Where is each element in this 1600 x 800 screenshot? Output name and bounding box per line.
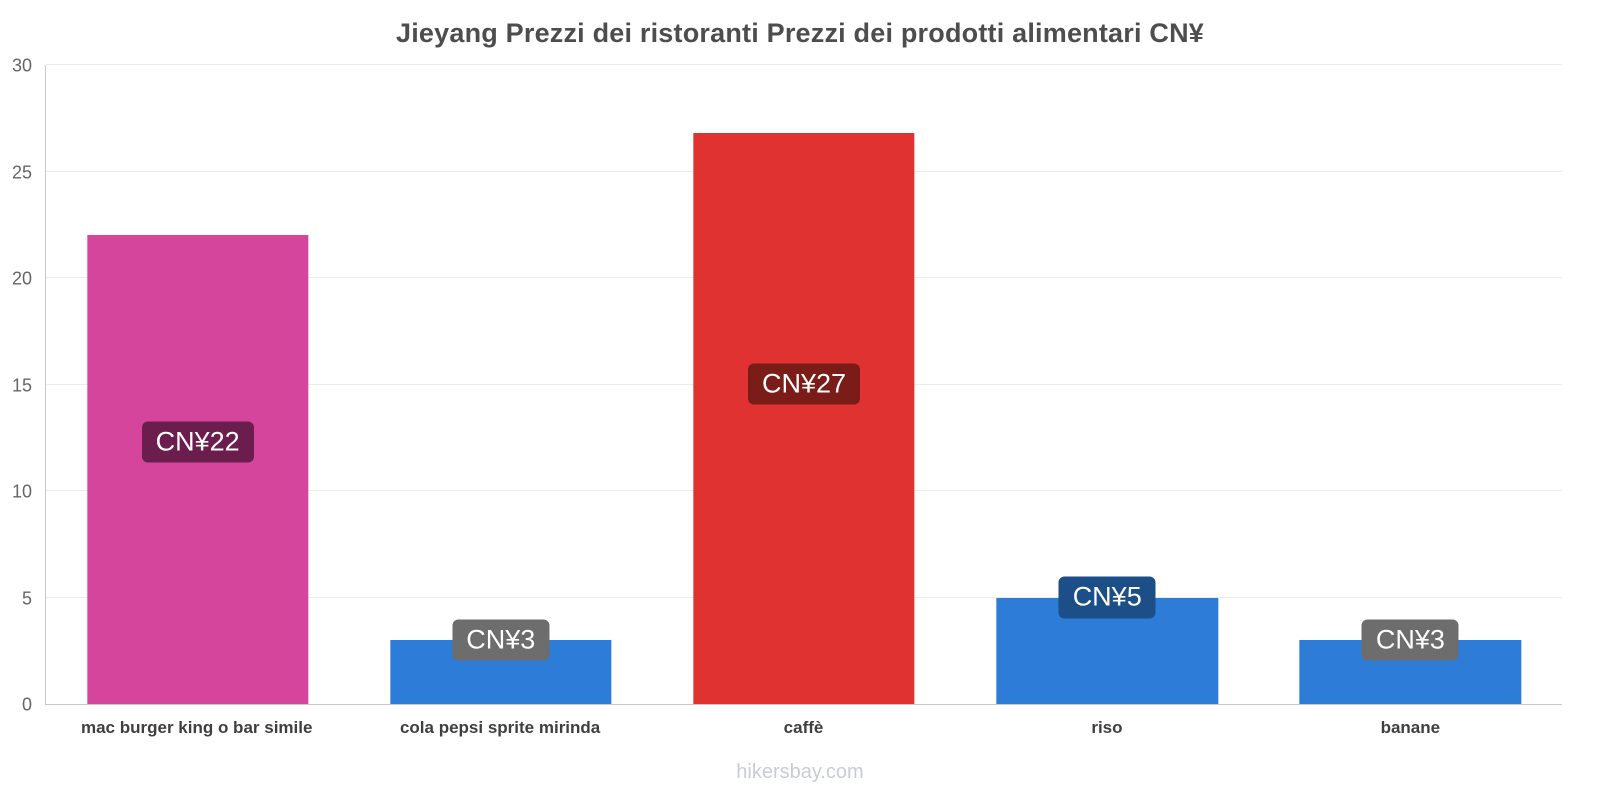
bar-value-label: CN¥3 bbox=[452, 619, 550, 661]
bars-row: CN¥22 CN¥3 CN¥27 CN¥5 CN¥3 bbox=[46, 65, 1562, 704]
bar bbox=[86, 235, 309, 704]
y-tick-label: 5 bbox=[21, 588, 32, 608]
y-axis-ticks: 0 5 10 15 20 25 30 bbox=[0, 56, 39, 715]
bar-slot: CN¥5 bbox=[956, 65, 1259, 704]
y-tick-label: 25 bbox=[11, 162, 32, 182]
category-label: riso bbox=[1091, 718, 1123, 737]
bar-slot: CN¥22 bbox=[46, 65, 349, 704]
bar-value-label: CN¥5 bbox=[1058, 576, 1156, 619]
category-label: mac burger king o bar simile bbox=[80, 718, 313, 737]
category-label: caffè bbox=[783, 718, 824, 737]
bar-slot: CN¥3 bbox=[349, 65, 652, 704]
category-label: banane bbox=[1380, 718, 1441, 737]
y-tick-label: 20 bbox=[11, 268, 32, 289]
bar-value-label: CN¥27 bbox=[747, 363, 861, 405]
y-tick-label: 30 bbox=[11, 55, 32, 76]
bar-slot: CN¥27 bbox=[652, 65, 955, 704]
y-tick-label: 15 bbox=[11, 375, 32, 395]
bar bbox=[693, 133, 915, 704]
category-label: cola pepsi sprite mirinda bbox=[399, 718, 601, 737]
bar-slot: CN¥3 bbox=[1259, 65, 1562, 704]
gridline bbox=[46, 64, 1562, 65]
y-tick-label: 10 bbox=[11, 481, 32, 502]
plot-area: CN¥22 CN¥3 CN¥27 CN¥5 CN¥3 bbox=[45, 64, 1562, 705]
watermark: hikersbay.com bbox=[736, 761, 864, 783]
chart-title: Jieyang Prezzi dei ristoranti Prezzi dei… bbox=[396, 18, 1204, 48]
bar-value-label: CN¥22 bbox=[141, 421, 254, 463]
y-tick-label: 0 bbox=[21, 694, 32, 715]
bar-value-label: CN¥3 bbox=[1361, 619, 1459, 661]
x-axis-labels: mac burger king o bar simile cola pepsi s… bbox=[45, 718, 1562, 738]
